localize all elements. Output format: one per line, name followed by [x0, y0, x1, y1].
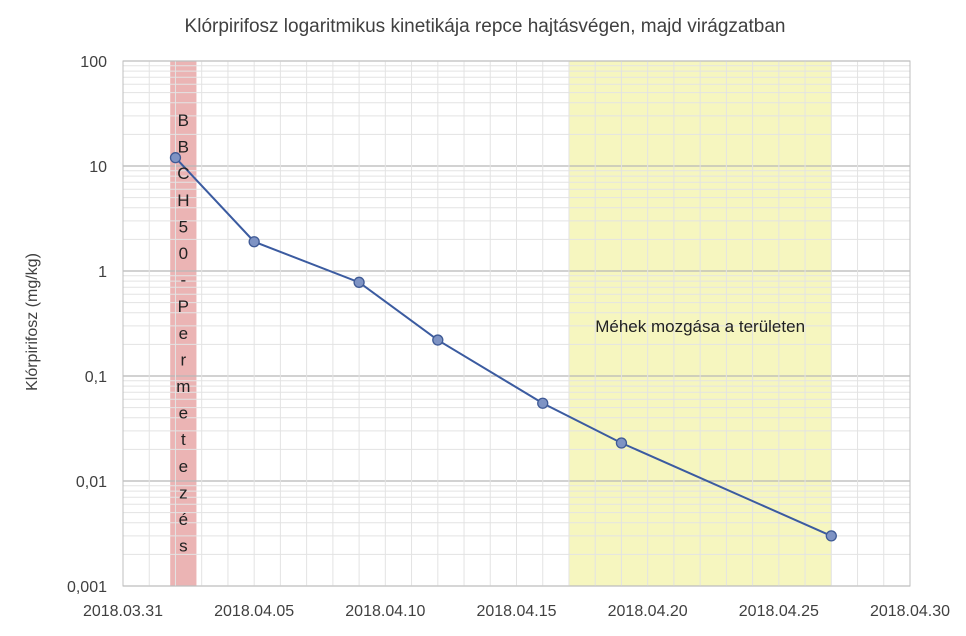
data-point [615, 437, 628, 449]
spray-label-char: m [176, 377, 190, 396]
spray-label-char: r [181, 350, 187, 369]
spray-label-char: B [178, 111, 189, 130]
plot-area-border [122, 60, 911, 587]
y-tick-label: 1 [98, 264, 107, 281]
y-tick-label: 10 [89, 159, 107, 176]
axes: 0,001 0,01 0,1 1 10 100 2018.03.31 2018.04.05 20… [67, 54, 950, 620]
spray-label-char: s [179, 537, 188, 556]
x-tick-label: 2018.04.25 [739, 603, 819, 620]
y-tick-label: 0,001 [67, 579, 107, 596]
series-group [169, 152, 837, 542]
x-tick-label: 2018.03.31 [83, 603, 163, 620]
y-axis-label: Klórpirifosz (mg/kg) [24, 253, 41, 391]
spray-label-char: - [181, 271, 187, 290]
y-tick-label: 0,1 [85, 369, 107, 386]
spray-label-char: e [179, 324, 188, 343]
x-tick-label: 2018.04.15 [476, 603, 556, 620]
spray-label-char: B [178, 138, 189, 157]
spray-label-char: H [177, 191, 189, 210]
x-tick-label: 2018.04.30 [870, 603, 950, 620]
x-tick-label: 2018.04.05 [214, 603, 294, 620]
spray-label-char: P [178, 297, 189, 316]
spray-label-char: C [177, 164, 189, 183]
spray-label-char: é [179, 510, 188, 529]
bee-activity-label: Méhek mozgása a területen [595, 317, 805, 336]
x-tick-label: 2018.04.10 [345, 603, 425, 620]
x-tick-label: 2018.04.20 [608, 603, 688, 620]
chart-title: Klórpirifosz logaritmikus kinetikája rep… [185, 16, 786, 37]
spray-label-char: 0 [179, 244, 188, 263]
y-tick-label: 100 [80, 54, 107, 71]
y-tick-label: 0,01 [76, 474, 107, 491]
data-point [432, 334, 444, 346]
data-point [537, 397, 549, 409]
spray-label-char: t [181, 430, 186, 449]
spray-band [170, 61, 197, 586]
data-point [825, 530, 837, 542]
data-point [248, 236, 260, 248]
spray-label-char: z [179, 483, 188, 502]
data-point [353, 276, 365, 288]
data-point [169, 152, 182, 164]
spray-label-char: e [179, 404, 188, 423]
spray-label-char: e [179, 457, 188, 476]
spray-label-char: 5 [179, 217, 188, 236]
